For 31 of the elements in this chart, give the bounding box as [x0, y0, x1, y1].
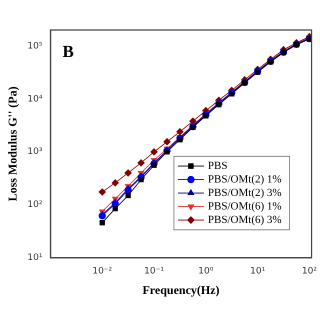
legend-label: PBS/OMt(6) 3% — [208, 214, 282, 226]
point — [112, 206, 118, 212]
point — [125, 192, 131, 198]
x-tick-label: 10⁻² — [92, 266, 113, 277]
legend-label: PBS/OMt(2) 1% — [208, 173, 282, 186]
x-axis-title: Frequency(Hz) — [142, 282, 220, 297]
x-tick-label: 10² — [302, 266, 318, 277]
y-tick-label: 10² — [27, 200, 43, 210]
point — [124, 186, 132, 194]
x-tick-label: 10¹ — [250, 266, 266, 277]
y-tick-label: 10¹ — [27, 253, 43, 264]
legend-label: PBS/OMt(6) 1% — [208, 200, 282, 212]
legend-label: PBS — [208, 160, 228, 172]
point — [150, 148, 158, 156]
point — [151, 162, 157, 168]
point — [137, 159, 145, 166]
y-tick-label: 10⁵ — [27, 41, 43, 52]
point — [176, 128, 184, 136]
point — [112, 179, 119, 186]
x-tick-label: 10⁻¹ — [144, 266, 164, 277]
point — [163, 138, 171, 146]
annotation: B — [62, 42, 74, 61]
y-tick-label: 10³ — [27, 147, 43, 158]
point — [98, 188, 106, 196]
legend-label: PBS/OMt(2) 3% — [208, 186, 282, 199]
y-tick-label: 10⁴ — [27, 94, 43, 104]
point — [124, 169, 132, 177]
y-axis-title: Loss Modulus G'' (Pa) — [5, 86, 20, 202]
x-tick-label: 10⁰ — [198, 266, 214, 277]
point — [100, 220, 105, 226]
point — [98, 212, 106, 220]
